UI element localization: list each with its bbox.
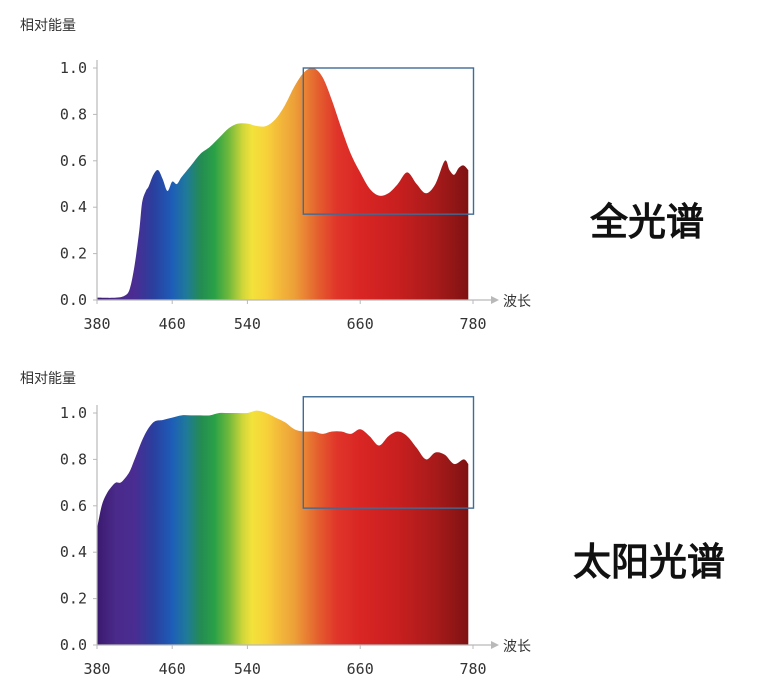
highlight-box: [302, 396, 475, 509]
y-tick-label: 0.8: [60, 105, 87, 123]
y-tick-label: 0.2: [60, 590, 87, 608]
x-tick-label: 460: [159, 315, 186, 333]
chart-title: 全光谱: [589, 200, 704, 244]
y-tick-label: 1.0: [60, 59, 87, 77]
x-tick-label: 780: [459, 660, 486, 678]
y-tick-label: 0.0: [60, 636, 87, 654]
x-tick-label: 660: [347, 660, 374, 678]
x-tick-label: 380: [83, 660, 110, 678]
y-tick-label: 1.0: [60, 404, 87, 422]
y-tick-label: 0.6: [60, 152, 87, 170]
x-axis-label: 波长: [503, 639, 531, 655]
x-tick-label: 660: [347, 315, 374, 333]
y-axis-label: 相对能量: [20, 18, 76, 34]
x-axis-arrow-icon: [491, 641, 499, 649]
chart-title: 太阳光谱: [573, 540, 725, 584]
x-tick-label: 460: [159, 660, 186, 678]
x-tick-label: 540: [234, 315, 261, 333]
y-axis-label: 相对能量: [20, 371, 76, 387]
spectrum-area: [97, 410, 469, 645]
spectrum-area: [97, 67, 469, 300]
x-axis-label: 波长: [503, 294, 531, 310]
y-tick-label: 0.4: [60, 198, 87, 216]
y-tick-label: 0.0: [60, 291, 87, 309]
highlight-box: [302, 67, 475, 215]
y-tick-label: 0.8: [60, 450, 87, 468]
x-tick-label: 780: [459, 315, 486, 333]
y-tick-label: 0.2: [60, 245, 87, 263]
x-axis-arrow-icon: [491, 296, 499, 304]
x-tick-label: 380: [83, 315, 110, 333]
y-tick-label: 0.6: [60, 497, 87, 515]
y-tick-label: 0.4: [60, 543, 87, 561]
x-tick-label: 540: [234, 660, 261, 678]
